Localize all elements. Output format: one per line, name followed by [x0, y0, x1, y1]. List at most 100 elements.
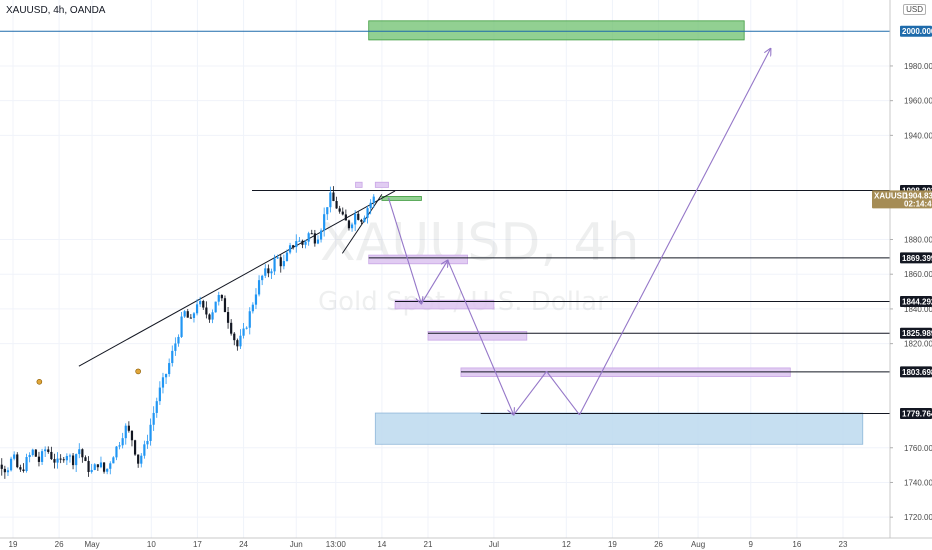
candle-body	[323, 214, 326, 231]
candle-body	[71, 455, 75, 466]
candle-body	[245, 327, 248, 329]
trendlines[interactable]	[78, 190, 396, 367]
candle-body	[9, 458, 13, 471]
candle-body	[301, 240, 304, 245]
candle-body	[158, 387, 161, 402]
candle-body	[233, 333, 236, 341]
candle-body	[217, 294, 220, 302]
candle-body	[248, 311, 251, 328]
candle-body	[130, 430, 134, 441]
candle-body	[270, 271, 273, 274]
candle-body	[99, 462, 103, 468]
candle-body	[109, 463, 112, 469]
candle-body	[208, 314, 211, 320]
candle-body	[316, 239, 320, 244]
candle-body	[149, 424, 152, 441]
candle-body	[44, 449, 47, 452]
candle-body	[177, 336, 180, 344]
price-tick-label: 1820.000	[904, 340, 932, 349]
candle-body	[335, 201, 338, 209]
time-tick-label: May	[84, 540, 99, 549]
candle-body	[261, 275, 264, 281]
candle-body	[363, 217, 366, 222]
candle-body	[37, 456, 41, 462]
price-label-bg	[900, 295, 932, 307]
symbol-legend[interactable]: XAUUSD, 4h, OANDA	[6, 5, 106, 16]
projection-segment	[420, 260, 447, 304]
candle-body	[112, 457, 115, 464]
candle-body	[298, 240, 301, 242]
candle-body	[143, 444, 146, 456]
price-tick-label: 1740.000	[904, 478, 932, 487]
candle-body	[189, 317, 192, 319]
horizontal-lines[interactable]	[0, 30, 890, 414]
candle-body	[22, 469, 25, 472]
current-price-bg	[872, 190, 932, 209]
time-axis[interactable]: 19 26 May 10 17 24 Jun 13:00 14 21 Jul 12 19 26 Aug 9 16…	[9, 540, 848, 549]
event-markers[interactable]	[36, 368, 141, 385]
candle-body	[53, 459, 56, 463]
candle-body	[288, 245, 292, 253]
candle-body	[357, 213, 360, 220]
projection-segment	[579, 49, 771, 416]
candle-body	[164, 374, 168, 378]
projection-segment	[546, 371, 580, 416]
candle-body	[366, 208, 369, 218]
price-axis[interactable]: 2020.000 1980.000 1960.000 1940.000 1880.000…	[890, 0, 932, 522]
candle-body	[59, 458, 62, 460]
candle-body	[354, 213, 357, 225]
price-label-text: 1825.989	[902, 329, 932, 338]
candle-body	[19, 467, 22, 470]
candle-body	[34, 449, 37, 457]
time-tick-label: 14	[377, 540, 386, 549]
price-tick-label: 1960.000	[904, 97, 932, 106]
time-tick-label: 26	[55, 540, 64, 549]
zone-violet	[368, 254, 468, 265]
candle-body	[304, 241, 307, 245]
candle-body	[199, 301, 202, 305]
candle-body	[307, 233, 310, 242]
price-label-bg	[900, 25, 932, 37]
currency-badge[interactable]: USD	[903, 4, 926, 15]
price-tick-label: 2020.000	[904, 0, 932, 2]
time-tick-label: Jul	[489, 540, 499, 549]
candle-body	[47, 449, 50, 452]
time-tick-label: 17	[193, 540, 202, 549]
projection-path[interactable]	[387, 49, 771, 416]
event-marker	[135, 368, 141, 375]
candle-body	[251, 304, 254, 312]
candle-body	[146, 440, 149, 445]
current-price-symbol: XAUUSD	[874, 191, 908, 200]
candle-body	[257, 280, 261, 295]
candle-body	[93, 464, 96, 470]
candle-body	[186, 311, 189, 318]
candle-body	[25, 457, 28, 472]
candle-body	[118, 445, 121, 447]
candle-body	[155, 401, 158, 413]
candle-body	[310, 233, 313, 235]
candle-body	[171, 350, 174, 364]
trendline	[78, 190, 396, 367]
candle-body	[3, 468, 6, 473]
candle-body	[192, 313, 196, 318]
price-tick-label: 1840.000	[904, 305, 932, 314]
candle-body	[220, 294, 223, 299]
candle-body	[40, 451, 44, 462]
time-tick-label: 13:00	[326, 540, 347, 549]
price-label-text: 1779.764	[902, 409, 932, 418]
candle-body	[6, 470, 10, 473]
price-label-bg	[900, 252, 932, 264]
candle-body	[223, 298, 227, 313]
candle-body	[326, 207, 329, 215]
candle-body	[133, 440, 137, 455]
candle-body	[350, 224, 354, 229]
candle-body	[338, 208, 341, 212]
candle-body	[183, 311, 186, 317]
candle-body	[226, 312, 230, 323]
candle-body	[161, 377, 165, 388]
candle-body	[292, 245, 295, 248]
candle-body	[31, 449, 34, 456]
